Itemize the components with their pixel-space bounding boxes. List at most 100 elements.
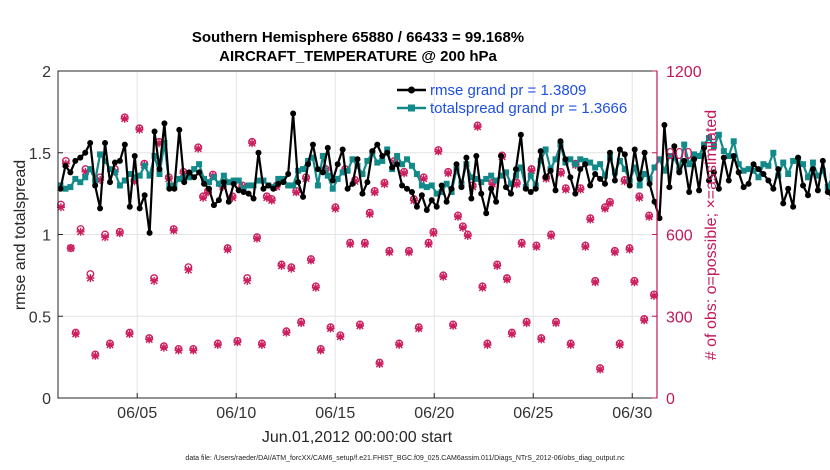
- rmse-point: [77, 154, 84, 161]
- rmse-point: [592, 171, 599, 178]
- y-tick-label-left: 1: [42, 228, 51, 245]
- rmse-point: [537, 148, 544, 155]
- y-tick-label-right: 600: [666, 228, 693, 245]
- totalspread-point: [760, 161, 767, 168]
- rmse-point: [394, 161, 401, 168]
- rmse-point: [730, 153, 737, 160]
- totalspread-point: [804, 174, 811, 181]
- rmse-point: [319, 169, 326, 176]
- rmse-point: [577, 166, 584, 173]
- totalspread-point: [602, 172, 609, 179]
- rmse-point: [582, 161, 589, 168]
- totalspread-point: [121, 177, 128, 184]
- totalspread-point: [443, 180, 450, 187]
- rmse-point: [349, 180, 356, 187]
- obs-assimilated-point: [154, 139, 163, 148]
- totalspread-point: [686, 161, 693, 168]
- chart-title-line1: Southern Hemisphere 65880 / 66433 = 99.1…: [192, 29, 524, 46]
- totalspread-point: [745, 166, 752, 173]
- totalspread-point: [240, 185, 247, 192]
- rmse-point: [191, 174, 198, 181]
- totalspread-point: [309, 154, 316, 161]
- obs-assimilated-point: [125, 329, 134, 338]
- totalspread-point: [275, 175, 282, 182]
- totalspread-point: [735, 161, 742, 168]
- rmse-point: [82, 149, 89, 156]
- rmse-point: [770, 185, 777, 192]
- obs-assimilated-point: [552, 319, 561, 328]
- obs-assimilated-point: [547, 231, 556, 240]
- rmse-point: [309, 141, 316, 148]
- legend: rmse grand pr = 1.3809 totalspread grand…: [397, 82, 627, 117]
- obs-assimilated-point: [86, 274, 95, 283]
- totalspread-point: [498, 172, 505, 179]
- rmse-point: [503, 184, 510, 191]
- obs-assimilated-point: [194, 144, 203, 153]
- rmse-point: [597, 175, 604, 182]
- rmse-point: [215, 197, 222, 204]
- obs-assimilated-point: [199, 193, 208, 202]
- y-tick-label-right: 900: [666, 146, 693, 163]
- obs-assimilated-point: [517, 240, 526, 249]
- totalspread-point: [404, 156, 411, 163]
- rmse-point: [344, 185, 351, 192]
- obs-assimilated-point: [453, 212, 462, 221]
- rmse-point: [220, 179, 227, 186]
- totalspread-point: [87, 166, 94, 173]
- rmse-point: [413, 203, 420, 210]
- obs-assimilated-point: [184, 265, 193, 274]
- obs-assimilated-point: [169, 226, 178, 235]
- obs-assimilated-point: [81, 167, 90, 176]
- rmse-point: [260, 185, 267, 192]
- rmse-point: [804, 192, 811, 199]
- obs-assimilated-point: [257, 340, 266, 349]
- obs-assimilated-point: [556, 169, 565, 178]
- totalspread-point: [62, 185, 69, 192]
- rmse-point: [280, 179, 287, 186]
- totalspread-point: [364, 157, 371, 164]
- totalspread-point: [755, 174, 762, 181]
- rmse-point: [423, 206, 430, 213]
- obs-assimilated-point: [591, 278, 600, 287]
- rmse-point: [245, 190, 252, 197]
- rmse-point: [542, 174, 549, 181]
- rmse-point: [300, 193, 307, 200]
- obs-assimilated-point: [120, 114, 129, 123]
- rmse-point: [176, 126, 183, 133]
- rmse-point: [111, 159, 118, 166]
- rmse-point: [196, 169, 203, 176]
- rmse-point: [275, 180, 282, 187]
- rmse-point: [814, 187, 821, 194]
- totalspread-point: [319, 153, 326, 160]
- totalspread-point: [488, 172, 495, 179]
- rmse-point: [800, 182, 807, 189]
- totalspread-point: [666, 153, 673, 160]
- totalspread-point: [503, 169, 510, 176]
- axes: 06/05 06/10 06/15 06/20 06/25 06/30 0 0.5 1 1.5 2 0…: [29, 64, 702, 422]
- totalspread-point: [156, 171, 163, 178]
- obs-assimilated-point: [463, 231, 472, 240]
- totalspread-point: [537, 157, 544, 164]
- obs-assimilated-point: [424, 240, 433, 249]
- obs-assimilated-point: [635, 193, 644, 202]
- obs-assimilated-point: [66, 244, 75, 253]
- rmse-point: [364, 179, 371, 186]
- totalspread-point: [324, 172, 331, 179]
- rmse-point: [750, 161, 757, 168]
- rmse-point: [92, 182, 99, 189]
- totalspread-point: [527, 172, 534, 179]
- totalspread-point: [493, 177, 500, 184]
- obs-assimilated-point: [316, 346, 325, 355]
- rmse-point: [67, 169, 74, 176]
- totalspread-point: [260, 177, 267, 184]
- totalspread-point: [567, 156, 574, 163]
- obs-assimilated-point: [105, 340, 114, 349]
- obs-assimilated-point: [233, 338, 242, 347]
- rmse-point: [710, 169, 717, 176]
- totalspread-point: [344, 167, 351, 174]
- obs-assimilated-point: [292, 188, 301, 197]
- rmse-point: [572, 190, 579, 197]
- rmse-point: [691, 156, 698, 163]
- totalspread-point: [186, 174, 193, 181]
- obs-assimilated-point: [502, 275, 511, 284]
